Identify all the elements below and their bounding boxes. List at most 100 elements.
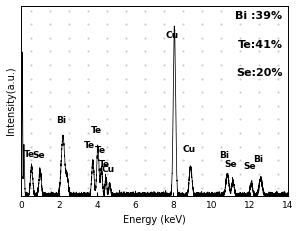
Point xyxy=(200,77,205,81)
Point xyxy=(181,22,185,26)
Point xyxy=(181,172,185,176)
Point xyxy=(123,118,128,121)
Y-axis label: Intensity(a.u.): Intensity(a.u.) xyxy=(6,67,16,135)
Text: Cu: Cu xyxy=(182,145,195,154)
Point xyxy=(219,9,223,12)
Point xyxy=(66,145,71,149)
Point xyxy=(47,131,52,135)
Point xyxy=(181,77,185,81)
Point xyxy=(143,91,147,94)
Point xyxy=(276,104,281,108)
Point xyxy=(28,36,33,40)
Point xyxy=(28,186,33,189)
Point xyxy=(161,22,166,26)
Point xyxy=(123,63,128,67)
Point xyxy=(200,36,205,40)
Point xyxy=(200,9,205,12)
Point xyxy=(181,131,185,135)
Point xyxy=(104,22,109,26)
Point xyxy=(66,77,71,81)
Point xyxy=(28,50,33,53)
Point xyxy=(276,158,281,162)
Point xyxy=(200,63,205,67)
Text: Te:41%: Te:41% xyxy=(237,40,283,50)
Point xyxy=(200,91,205,94)
Point xyxy=(200,118,205,121)
Point xyxy=(28,91,33,94)
Point xyxy=(161,118,166,121)
Point xyxy=(123,9,128,12)
Point xyxy=(219,22,223,26)
X-axis label: Energy (keV): Energy (keV) xyxy=(123,216,186,225)
Point xyxy=(238,104,242,108)
Point xyxy=(181,91,185,94)
Point xyxy=(257,158,262,162)
Point xyxy=(181,145,185,149)
Point xyxy=(238,118,242,121)
Point xyxy=(238,172,242,176)
Point xyxy=(86,91,90,94)
Point xyxy=(28,77,33,81)
Point xyxy=(47,104,52,108)
Point xyxy=(104,186,109,189)
Point xyxy=(28,118,33,121)
Point xyxy=(161,158,166,162)
Point xyxy=(66,36,71,40)
Point xyxy=(238,145,242,149)
Point xyxy=(86,36,90,40)
Point xyxy=(66,22,71,26)
Point xyxy=(143,172,147,176)
Point xyxy=(28,63,33,67)
Point xyxy=(86,118,90,121)
Point xyxy=(104,50,109,53)
Point xyxy=(257,91,262,94)
Point xyxy=(257,63,262,67)
Point xyxy=(47,77,52,81)
Point xyxy=(276,22,281,26)
Point xyxy=(143,186,147,189)
Point xyxy=(66,118,71,121)
Point xyxy=(219,131,223,135)
Point xyxy=(257,145,262,149)
Point xyxy=(143,22,147,26)
Point xyxy=(181,118,185,121)
Point xyxy=(238,186,242,189)
Point xyxy=(86,131,90,135)
Point xyxy=(276,36,281,40)
Point xyxy=(257,9,262,12)
Point xyxy=(123,36,128,40)
Point xyxy=(47,186,52,189)
Point xyxy=(200,158,205,162)
Point xyxy=(181,104,185,108)
Point xyxy=(200,22,205,26)
Point xyxy=(219,186,223,189)
Point xyxy=(200,186,205,189)
Point xyxy=(238,91,242,94)
Point xyxy=(123,22,128,26)
Text: Te: Te xyxy=(91,126,102,135)
Point xyxy=(143,50,147,53)
Point xyxy=(104,118,109,121)
Point xyxy=(257,50,262,53)
Point xyxy=(66,50,71,53)
Point xyxy=(143,77,147,81)
Point xyxy=(123,186,128,189)
Point xyxy=(161,186,166,189)
Point xyxy=(181,9,185,12)
Text: Se: Se xyxy=(243,161,256,170)
Point xyxy=(86,77,90,81)
Point xyxy=(66,9,71,12)
Point xyxy=(66,104,71,108)
Point xyxy=(143,63,147,67)
Text: Se: Se xyxy=(32,151,45,160)
Point xyxy=(161,63,166,67)
Point xyxy=(276,118,281,121)
Point xyxy=(276,172,281,176)
Point xyxy=(47,9,52,12)
Point xyxy=(161,131,166,135)
Point xyxy=(104,104,109,108)
Point xyxy=(200,104,205,108)
Point xyxy=(123,172,128,176)
Point xyxy=(143,145,147,149)
Point xyxy=(123,91,128,94)
